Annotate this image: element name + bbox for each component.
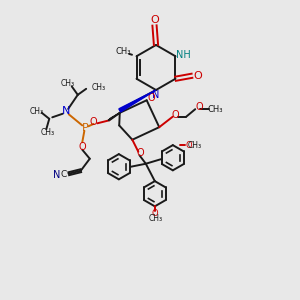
- Text: CH₃: CH₃: [29, 107, 44, 116]
- Text: CH₃: CH₃: [61, 79, 75, 88]
- Text: CH₃: CH₃: [92, 83, 106, 92]
- Text: N: N: [61, 106, 70, 116]
- Text: O: O: [79, 142, 86, 152]
- Text: O: O: [137, 148, 145, 158]
- Polygon shape: [108, 113, 120, 121]
- Text: O: O: [90, 117, 98, 127]
- Text: N: N: [152, 90, 160, 100]
- Text: CH₃: CH₃: [149, 214, 163, 223]
- Text: O: O: [172, 110, 179, 120]
- Text: O: O: [196, 102, 203, 112]
- Text: CH₃: CH₃: [208, 105, 224, 114]
- Text: NH: NH: [176, 50, 190, 60]
- Text: CH₃: CH₃: [188, 141, 202, 150]
- Polygon shape: [119, 90, 156, 112]
- Text: CH₃: CH₃: [115, 47, 131, 56]
- Text: CH₃: CH₃: [41, 128, 55, 137]
- Text: O: O: [185, 141, 192, 150]
- Text: O: O: [150, 15, 159, 25]
- Text: O: O: [152, 209, 158, 218]
- Text: N: N: [53, 170, 61, 180]
- Text: O: O: [194, 71, 202, 81]
- Text: P: P: [82, 123, 88, 133]
- Text: O: O: [147, 93, 155, 103]
- Text: C: C: [60, 170, 67, 179]
